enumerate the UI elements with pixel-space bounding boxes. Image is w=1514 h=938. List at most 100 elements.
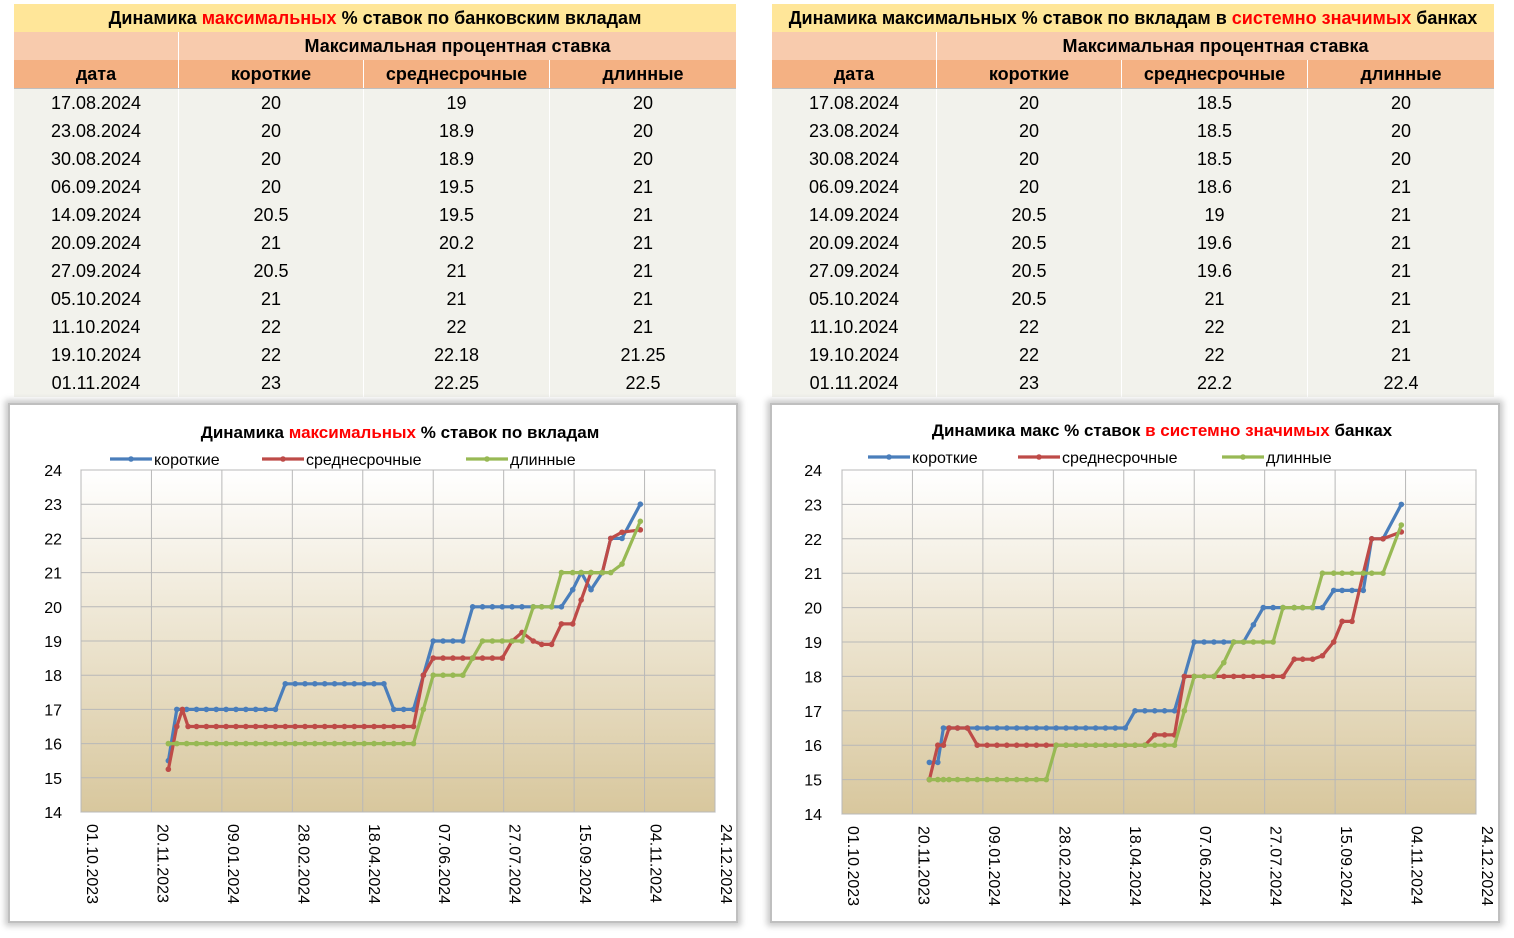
column-header-date: дата <box>14 60 179 88</box>
data-point <box>381 680 387 687</box>
table-row: 27.09.2024 20.5 19.6 21 <box>772 257 1494 285</box>
data-point <box>381 740 387 747</box>
data-point <box>410 723 417 730</box>
data-point <box>619 535 625 542</box>
data-point <box>607 569 614 576</box>
data-point <box>1299 656 1306 662</box>
table-title: Динамика максимальных % ставок по вклада… <box>772 4 1494 32</box>
data-point <box>974 725 981 731</box>
data-point <box>1092 725 1099 731</box>
data-point <box>1349 618 1355 625</box>
data-point <box>1309 656 1316 662</box>
data-point <box>940 725 947 731</box>
data-point <box>233 723 239 730</box>
data-point <box>519 604 525 610</box>
cell-date: 06.09.2024 <box>14 173 179 201</box>
data-point <box>430 655 437 661</box>
data-point <box>302 740 308 747</box>
cell-short: 20.5 <box>179 201 364 229</box>
data-point <box>410 740 417 747</box>
cell-medium: 22 <box>1122 341 1308 369</box>
cell-date: 11.10.2024 <box>772 313 937 341</box>
data-point <box>400 723 407 730</box>
data-point <box>1013 725 1020 731</box>
y-tick-label: 20 <box>44 600 62 617</box>
y-tick-label: 17 <box>44 702 62 719</box>
y-tick-label: 23 <box>44 497 62 514</box>
data-point <box>1033 776 1040 783</box>
data-point <box>538 641 545 648</box>
data-point <box>1033 725 1040 731</box>
data-point <box>1299 604 1306 611</box>
data-point <box>1122 742 1128 748</box>
table-row: 30.08.2024 20 18.5 20 <box>772 145 1494 173</box>
data-point <box>1230 673 1237 680</box>
y-tick-label: 15 <box>44 771 62 788</box>
cell-short: 20 <box>937 89 1122 117</box>
data-point <box>183 706 190 713</box>
y-tick-label: 18 <box>44 668 62 685</box>
data-point <box>1280 604 1286 611</box>
data-point <box>1398 501 1405 508</box>
data-point <box>519 638 525 644</box>
data-point <box>262 723 269 730</box>
data-point <box>361 740 367 747</box>
data-point <box>361 680 367 687</box>
x-tick-label: 04.11.2024 <box>1408 826 1425 905</box>
x-tick-label: 20.11.2023 <box>153 824 170 903</box>
data-point <box>974 742 981 748</box>
x-tick-label: 27.07.2024 <box>1267 826 1284 906</box>
table-row: 05.10.2024 21 21 21 <box>14 285 736 313</box>
data-point <box>203 740 210 747</box>
cell-long: 20 <box>632 93 654 113</box>
data-point <box>1161 742 1168 748</box>
data-point <box>450 672 456 678</box>
cell-long: 21 <box>632 261 654 281</box>
cell-long: 20 <box>632 121 654 141</box>
data-point <box>371 740 377 747</box>
cell-medium: 19.5 <box>364 173 550 201</box>
data-point <box>1270 673 1276 680</box>
data-point <box>193 740 200 747</box>
data-point <box>1004 776 1010 783</box>
cell-short: 22 <box>937 341 1122 369</box>
table-body: 17.08.2024 20 19 20 23.08.2024 20 18.9 20 30.08.… <box>14 89 736 397</box>
cell-date: 20.09.2024 <box>772 229 937 257</box>
data-point <box>450 638 456 644</box>
cell-medium: 19 <box>364 89 550 117</box>
data-point <box>1201 639 1207 645</box>
data-point <box>1191 639 1198 645</box>
cell-short: 23 <box>937 369 1122 397</box>
data-point <box>390 740 397 747</box>
data-point <box>926 776 933 783</box>
data-point <box>292 680 298 687</box>
data-point <box>165 766 172 773</box>
data-point <box>599 569 606 576</box>
x-tick-label: 24.12.2024 <box>1478 826 1495 906</box>
data-point <box>183 740 190 747</box>
legend-label: короткие <box>154 452 220 469</box>
data-point <box>165 740 172 747</box>
cell-short: 20.5 <box>937 285 1122 313</box>
data-point <box>1380 570 1386 576</box>
data-point <box>233 706 239 713</box>
cell-date: 17.08.2024 <box>772 89 937 117</box>
data-point <box>1082 725 1089 731</box>
data-point <box>174 706 180 713</box>
cell-long: 21 <box>632 205 654 225</box>
data-point <box>1102 742 1109 748</box>
data-point <box>203 723 210 730</box>
data-point <box>637 518 644 525</box>
data-point <box>292 740 298 747</box>
data-point <box>1349 587 1355 594</box>
data-point <box>1319 604 1326 611</box>
data-point <box>1092 742 1099 748</box>
cell-long: 22.4 <box>1383 373 1419 393</box>
cell-medium: 22 <box>364 313 550 341</box>
data-point <box>272 706 279 713</box>
data-point <box>440 655 446 661</box>
data-point <box>302 723 308 730</box>
data-point <box>499 638 506 644</box>
table-row: 06.09.2024 20 19.5 21 <box>14 173 736 201</box>
legend-label: длинные <box>510 452 576 469</box>
